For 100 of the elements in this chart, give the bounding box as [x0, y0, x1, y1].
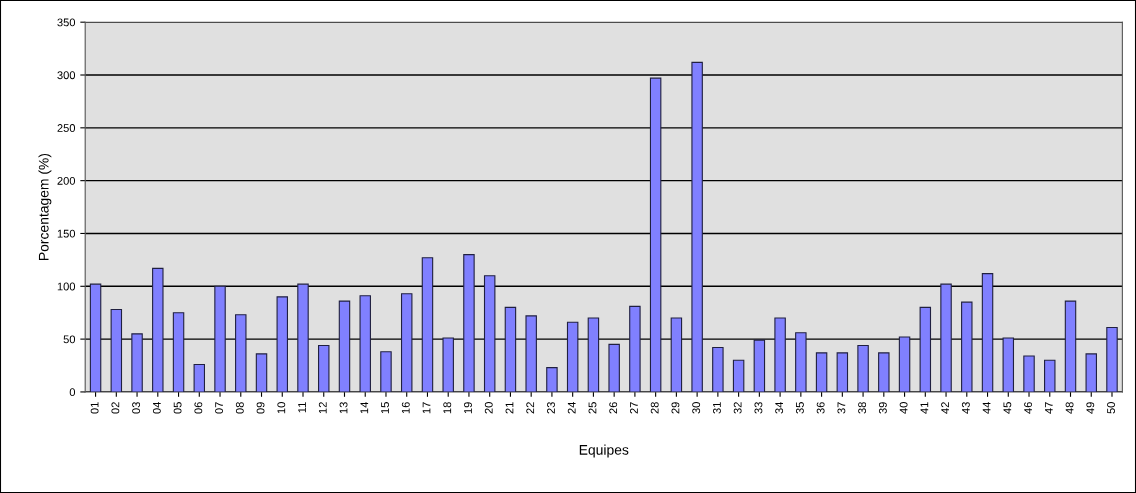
bar	[504, 306, 517, 392]
x-tick-label: 46	[1024, 402, 1033, 414]
x-tick-label: 25	[588, 402, 597, 414]
bar	[836, 352, 849, 392]
bar	[670, 317, 683, 392]
y-tick-label: 300	[57, 71, 76, 80]
y-tick-label: 100	[57, 282, 76, 291]
x-tick-label: 17	[422, 402, 431, 414]
x-tick-label: 05	[173, 402, 182, 414]
bar	[442, 337, 454, 392]
bar	[214, 285, 226, 392]
bar	[380, 351, 392, 392]
bar	[732, 359, 745, 392]
y-axis-title: Porcentagem (%)	[38, 153, 52, 260]
bar	[898, 336, 911, 392]
x-tick-label: 13	[339, 402, 348, 414]
x-tick-label: 11	[298, 402, 306, 413]
x-tick-label: 42	[941, 402, 949, 414]
bar	[649, 77, 662, 392]
bar	[981, 273, 994, 392]
bar	[89, 283, 102, 392]
x-tick-label: 23	[547, 402, 555, 414]
bar	[152, 267, 164, 392]
bar	[753, 339, 766, 392]
x-tick-label: 38	[858, 402, 867, 414]
x-tick-label: 47	[1045, 402, 1053, 414]
y-tick-label: 350	[57, 18, 76, 27]
bar	[193, 363, 206, 392]
y-tick-label: 50	[63, 335, 76, 344]
y-tick-label: 250	[57, 124, 76, 132]
bar	[172, 312, 185, 392]
x-tick-label: 16	[401, 402, 410, 414]
x-tick-label: 02	[111, 402, 120, 414]
x-tick-label: 19	[464, 402, 472, 414]
x-tick-label: 41	[920, 402, 929, 414]
bar	[1023, 355, 1035, 392]
bar	[1064, 300, 1077, 392]
bar	[587, 317, 600, 392]
bar	[795, 332, 807, 392]
x-tick-label: 50	[1107, 402, 1115, 414]
bar	[691, 61, 703, 392]
bar	[276, 296, 289, 392]
x-tick-label: 07	[215, 402, 224, 414]
x-tick-label: 10	[277, 402, 286, 414]
bar	[629, 305, 641, 392]
x-tick-label: 34	[775, 401, 784, 414]
x-tick-label: 24	[567, 401, 576, 414]
bar	[1044, 359, 1056, 392]
x-tick-label: 08	[235, 402, 244, 414]
bar	[546, 367, 558, 392]
x-tick-label: 03	[132, 402, 141, 414]
bar	[940, 283, 952, 392]
x-tick-label: 43	[961, 402, 970, 414]
x-tick-label: 27	[630, 402, 638, 414]
x-tick-label: 18	[443, 402, 452, 414]
x-tick-label: 29	[671, 402, 680, 414]
y-tick-label: 0	[69, 388, 76, 397]
x-tick-label: 09	[256, 402, 265, 414]
x-tick-label: 30	[692, 402, 701, 414]
y-tick-label: 200	[57, 176, 76, 185]
bar	[566, 321, 579, 392]
bar	[525, 315, 537, 392]
x-tick-label: 39	[878, 402, 887, 414]
bar	[1106, 326, 1118, 392]
bar	[712, 347, 724, 392]
y-tick-label: 150	[57, 229, 76, 238]
bar	[1002, 337, 1015, 392]
x-tick-label: 26	[609, 402, 618, 414]
x-tick-label: 44	[982, 401, 991, 414]
bar	[463, 254, 475, 392]
x-tick-label: 33	[754, 402, 763, 414]
bar	[131, 333, 143, 392]
bar	[235, 314, 247, 392]
bar	[359, 295, 371, 392]
x-tick-label: 40	[899, 402, 908, 414]
x-tick-label: 28	[650, 402, 659, 414]
bar	[110, 308, 123, 392]
bar	[1085, 353, 1097, 392]
x-tick-label: 22	[526, 402, 535, 414]
x-tick-label: 35	[795, 402, 804, 414]
x-tick-label: 04	[152, 401, 161, 414]
x-tick-label: 32	[733, 402, 742, 414]
x-tick-label: 37	[837, 402, 846, 414]
x-tick-label: 48	[1065, 402, 1074, 414]
x-tick-label: 20	[484, 402, 493, 414]
bar	[318, 344, 330, 392]
bar	[297, 283, 309, 392]
x-tick-label: 36	[816, 402, 825, 414]
x-tick-label: 14	[360, 401, 369, 414]
bar	[338, 300, 351, 392]
bar	[857, 344, 869, 392]
bar	[255, 353, 268, 392]
bar	[400, 293, 413, 392]
bar	[919, 306, 932, 392]
x-tick-label: 45	[1003, 402, 1012, 414]
bar	[774, 317, 786, 392]
bar	[878, 352, 890, 392]
x-tick-label: 15	[381, 402, 389, 414]
bar	[421, 257, 434, 392]
x-tick-label: 49	[1086, 402, 1095, 414]
